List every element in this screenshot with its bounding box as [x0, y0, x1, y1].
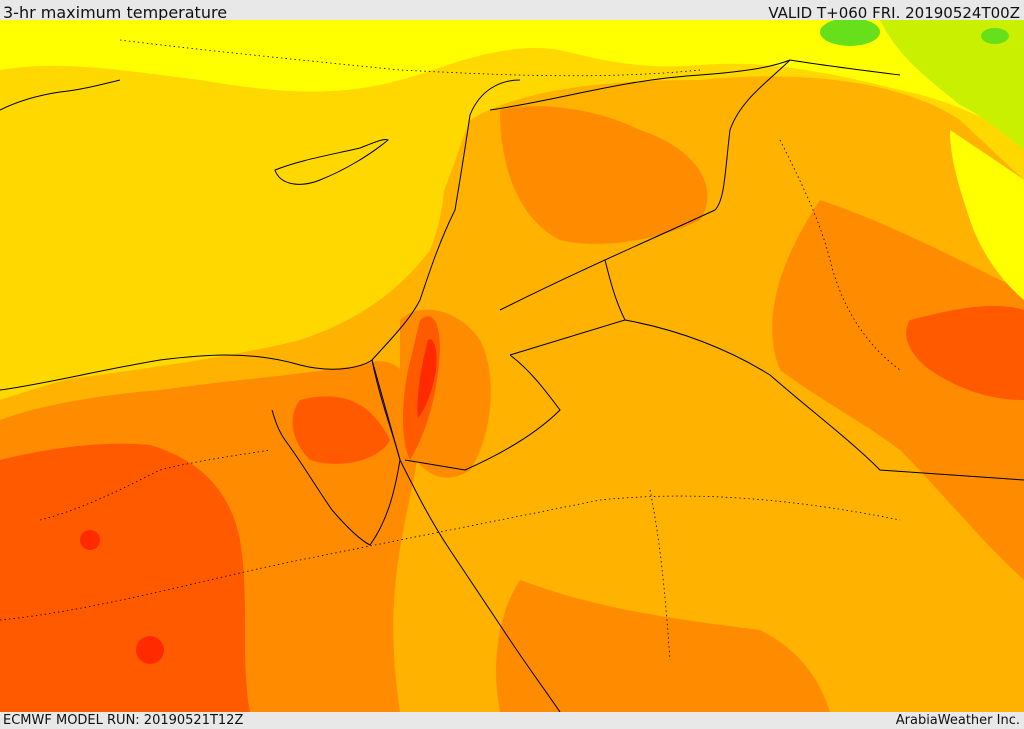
map-canvas	[0, 20, 1024, 712]
map-title: 3-hr maximum temperature	[3, 3, 228, 22]
footer-bar: ECMWF MODEL RUN: 20190521T12Z ArabiaWeat…	[0, 712, 1024, 729]
red-area-rift	[417, 339, 437, 418]
bright-yellow-area-north	[0, 20, 1024, 140]
red-spot-egypt	[136, 636, 164, 664]
yellow-green-area	[880, 20, 1024, 150]
orange-area-north	[500, 106, 708, 244]
yellow-area-mediterranean	[0, 80, 445, 390]
model-run: ECMWF MODEL RUN: 20190521T12Z	[3, 713, 244, 728]
valid-time: VALID T+060 FRI. 20190524T00Z	[768, 4, 1020, 22]
header-bar: 3-hr maximum temperature VALID T+060 FRI…	[0, 0, 1024, 22]
green-area	[820, 20, 880, 46]
orange-area-east	[772, 200, 1024, 580]
red-orange-area-iraq	[906, 305, 1024, 400]
orange-area-south	[496, 580, 830, 712]
credit-text: ArabiaWeather Inc.	[895, 713, 1020, 728]
bright-yellow-area-east	[950, 130, 1024, 300]
country-borders	[371, 59, 1024, 481]
red-orange-area-sinai	[292, 396, 390, 464]
red-spot-egypt-2	[80, 530, 100, 550]
province-borders	[0, 39, 901, 661]
red-orange-area-egypt	[0, 443, 250, 712]
temperature-map[interactable]	[0, 20, 1024, 712]
green-area-2	[981, 28, 1009, 44]
